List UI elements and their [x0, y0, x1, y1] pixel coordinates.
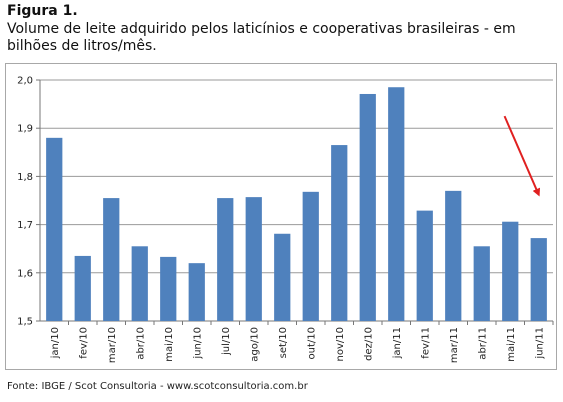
bar-mai-11: [502, 221, 519, 321]
bars: [46, 87, 547, 321]
figure-caption: Volume de leite adquirido pelos laticíni…: [7, 21, 516, 54]
bar-jul-10: [217, 198, 234, 321]
bar-chart: 1,5 1,6 1,7 1,8 1,9 2,0 jan/10 fev/10 mar/10 abr…: [17, 76, 554, 363]
x-tick-label: set/10: [278, 327, 289, 358]
x-tick-label: jan/11: [392, 327, 403, 359]
bar-fev-10: [74, 255, 91, 321]
x-tick-label: jul/10: [221, 327, 232, 356]
x-tick-label: jun/10: [192, 327, 203, 360]
y-tick-label: 1,9: [17, 124, 33, 135]
x-tick-label: abr/10: [135, 327, 146, 360]
x-tick-label: ago/10: [249, 327, 260, 362]
x-tick-label: jun/11: [534, 327, 545, 360]
y-tick-label: 1,6: [17, 268, 33, 279]
bar-mar-10: [103, 198, 120, 321]
y-tick-labels: 1,5 1,6 1,7 1,8 1,9 2,0: [17, 76, 33, 328]
x-tick-label: abr/11: [477, 327, 488, 360]
x-tick-label: mai/11: [506, 327, 517, 362]
y-tick-label: 1,7: [17, 220, 33, 231]
bar-jun-11: [530, 238, 547, 321]
x-tick-label: dez/10: [363, 327, 374, 361]
bar-jun-10: [188, 263, 205, 321]
x-tick-label: jan/10: [50, 327, 61, 359]
y-tick-label: 2,0: [17, 76, 33, 87]
x-tick-label: fev/11: [420, 327, 431, 359]
bar-jan-10: [46, 137, 63, 321]
x-tick-label: out/10: [306, 327, 317, 359]
x-tick-label: nov/10: [335, 327, 346, 361]
bar-abr-10: [131, 246, 148, 321]
bar-mar-11: [445, 190, 462, 321]
figure-label: Figura 1.: [7, 3, 78, 19]
bar-fev-11: [416, 210, 433, 321]
y-tick-label: 1,8: [17, 172, 33, 183]
x-tick-labels: jan/10 fev/10 mar/10 abr/10 mai/10 jun/10 jul/…: [50, 321, 554, 363]
trend-arrow: [503, 115, 541, 197]
source-note: Fonte: IBGE / Scot Consultoria - www.sco…: [7, 381, 308, 392]
x-tick-label: mai/10: [164, 327, 175, 362]
bar-dez-10: [359, 93, 376, 321]
bar-out-10: [302, 191, 319, 321]
y-tick-label: 1,5: [17, 317, 33, 328]
bar-abr-11: [473, 246, 490, 321]
bar-jan-11: [388, 87, 405, 321]
x-tick-label: mar/11: [449, 327, 460, 363]
bar-set-10: [274, 233, 291, 321]
bar-ago-10: [245, 197, 262, 321]
bar-nov-10: [331, 145, 348, 321]
x-tick-label: fev/10: [78, 327, 89, 359]
x-tick-label: mar/10: [107, 327, 118, 363]
annotation: [503, 115, 541, 197]
bar-mai-10: [160, 256, 177, 321]
